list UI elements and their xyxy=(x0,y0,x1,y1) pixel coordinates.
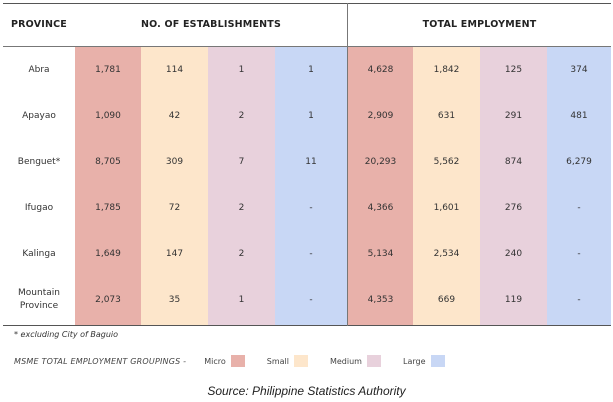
est-medium-column xyxy=(208,47,275,325)
header-employment: TOTAL EMPLOYMENT xyxy=(422,19,537,30)
est-medium-value: 7 xyxy=(238,157,245,167)
est-medium-value: 2 xyxy=(238,111,245,121)
emp-micro-value: 4,628 xyxy=(367,65,394,75)
est-micro-value: 8,705 xyxy=(95,157,121,167)
province-name: Abra xyxy=(28,64,50,75)
emp-medium-column xyxy=(480,47,547,325)
emp-small-value: 2,534 xyxy=(433,249,460,259)
msme-table: PROVINCE NO. OF ESTABLISHMENTS TOTAL EMP… xyxy=(3,3,611,326)
source-caption: Source: Philippine Statistics Authority xyxy=(207,384,406,398)
table-row: Kalinga 1,649 147 2 - 5,134 2,534 240 - xyxy=(3,231,611,277)
emp-micro-value: 20,293 xyxy=(364,157,397,167)
emp-micro-value: 4,366 xyxy=(367,203,394,213)
emp-small-value: 669 xyxy=(437,295,456,305)
table-bottom-rule xyxy=(3,325,611,326)
est-large-value: 1 xyxy=(308,65,314,75)
legend-title: MSME TOTAL EMPLOYMENT GROUPINGS - xyxy=(14,356,187,366)
est-small-value: 114 xyxy=(165,65,184,75)
province-name: Apayao xyxy=(22,110,56,121)
est-large-column xyxy=(275,47,347,325)
section-divider xyxy=(347,3,348,326)
legend-swatch xyxy=(430,355,445,367)
est-small-value: 35 xyxy=(168,295,181,305)
emp-large-value: - xyxy=(577,203,581,213)
est-small-value: 309 xyxy=(165,157,184,167)
table-row: Benguet* 8,705 309 7 11 20,293 5,562 874… xyxy=(3,139,611,185)
legend-item-small: Small xyxy=(267,355,308,367)
est-large-value: - xyxy=(309,203,313,213)
legend-item-micro: Micro xyxy=(204,355,245,367)
emp-medium-value: 276 xyxy=(504,203,523,213)
est-micro-value: 1,781 xyxy=(95,65,121,75)
emp-large-value: - xyxy=(577,249,581,259)
est-medium-value: 1 xyxy=(238,65,245,75)
legend-label: Large xyxy=(402,356,426,366)
est-micro-value: 1,649 xyxy=(95,249,121,259)
emp-small-value: 1,601 xyxy=(433,203,460,213)
legend-swatch xyxy=(230,355,245,367)
emp-medium-value: 119 xyxy=(504,295,523,305)
header-province: PROVINCE xyxy=(11,19,67,30)
legend-swatch xyxy=(366,355,381,367)
est-large-value: - xyxy=(309,295,313,305)
emp-large-value: 374 xyxy=(570,65,588,75)
table-row: Abra 1,781 114 1 1 4,628 1,842 125 374 xyxy=(3,47,611,93)
legend-swatch xyxy=(293,355,308,367)
emp-large-column xyxy=(547,47,611,325)
emp-small-value: 5,562 xyxy=(433,157,460,167)
est-micro-value: 2,073 xyxy=(95,295,121,305)
legend-item-large: Large xyxy=(403,355,445,367)
header-rule xyxy=(3,46,611,47)
est-micro-value: 1,090 xyxy=(95,111,121,121)
table-top-rule xyxy=(3,3,611,4)
est-small-column xyxy=(141,47,208,325)
footnote: * excluding City of Baguio xyxy=(14,330,119,339)
emp-small-value: 1,842 xyxy=(433,65,460,75)
emp-large-value: 481 xyxy=(570,111,588,121)
emp-large-value: - xyxy=(577,295,581,305)
emp-micro-value: 4,353 xyxy=(367,295,394,305)
est-medium-value: 1 xyxy=(238,295,245,305)
province-name: Ifugao xyxy=(24,202,54,213)
province-name: Benguet* xyxy=(17,156,61,167)
est-small-value: 42 xyxy=(168,111,181,121)
emp-micro-column xyxy=(348,47,413,325)
emp-medium-value: 125 xyxy=(504,65,523,75)
est-large-value: 11 xyxy=(305,157,317,167)
emp-medium-value: 291 xyxy=(504,111,523,121)
est-medium-value: 2 xyxy=(238,249,245,259)
legend-label: Small xyxy=(266,356,289,366)
est-medium-value: 2 xyxy=(238,203,245,213)
emp-medium-value: 874 xyxy=(504,157,523,167)
legend-label: Medium xyxy=(329,356,362,366)
est-small-value: 72 xyxy=(168,203,181,213)
province-name: Kalinga xyxy=(22,248,56,259)
est-large-value: 1 xyxy=(308,111,314,121)
table-row: Mountain Province 2,073 35 1 - 4,353 669… xyxy=(3,277,611,323)
legend-item-medium: Medium xyxy=(330,355,381,367)
est-micro-column xyxy=(75,47,141,325)
est-large-value: - xyxy=(309,249,313,259)
emp-medium-value: 240 xyxy=(504,249,523,259)
emp-micro-value: 5,134 xyxy=(367,249,394,259)
emp-large-value: 6,279 xyxy=(566,157,592,167)
header-establishments: NO. OF ESTABLISHMENTS xyxy=(140,19,282,30)
table-row: Ifugao 1,785 72 2 - 4,366 1,601 276 - xyxy=(3,185,611,231)
emp-small-column xyxy=(413,47,480,325)
emp-small-value: 631 xyxy=(437,111,456,121)
est-micro-value: 1,785 xyxy=(95,203,121,213)
province-name: Mountain Province xyxy=(18,288,60,311)
legend-label: Micro xyxy=(204,356,226,366)
est-small-value: 147 xyxy=(165,249,184,259)
emp-micro-value: 2,909 xyxy=(367,111,394,121)
legend: MSME TOTAL EMPLOYMENT GROUPINGS - Micro … xyxy=(14,354,467,368)
table-row: Apayao 1,090 42 2 1 2,909 631 291 481 xyxy=(3,93,611,139)
